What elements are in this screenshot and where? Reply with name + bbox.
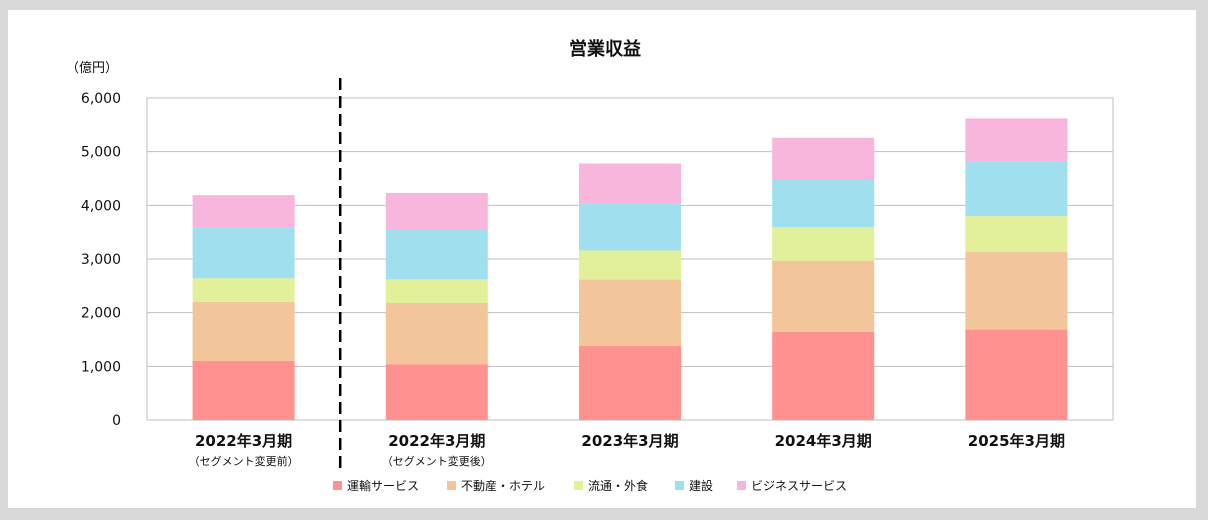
y-tick-label: 0: [112, 413, 121, 429]
bar-segment: [579, 345, 681, 420]
bar-segment: [965, 216, 1068, 253]
bar-segment: [965, 252, 1068, 330]
bar-segment: [385, 192, 488, 231]
y-tick-label: 2,000: [81, 306, 121, 322]
legend-label: ビジネスサービス: [751, 479, 847, 493]
legend-swatch: [447, 481, 456, 490]
x-tick-sublabel: （セグメント変更前）: [189, 454, 299, 468]
stacked-bar-chart: 営業収益 （億円） 0 1,000 2,000 3,000 4,000 5,000 6,00…: [66, 38, 1114, 493]
y-tick-label: 6,000: [81, 91, 121, 107]
y-tick-label: 3,000: [81, 252, 121, 268]
y-tick-label: 5,000: [81, 145, 121, 161]
legend-swatch: [675, 481, 684, 490]
bar-segment: [965, 329, 1068, 420]
x-tick-sublabel: （セグメント変更後）: [382, 454, 492, 468]
bar-segment: [772, 260, 875, 332]
bar-segment: [772, 331, 875, 420]
bar-segment: [772, 137, 875, 180]
y-tick-label: 1,000: [81, 359, 121, 375]
bar-segment: [192, 301, 295, 361]
y-axis-unit-label: （億円）: [66, 60, 118, 76]
bar-segment: [579, 203, 681, 251]
legend-label: 不動産・ホテル: [461, 478, 545, 493]
bar-segment: [965, 118, 1068, 162]
legend-swatch: [574, 481, 583, 490]
y-tick-label: 4,000: [81, 198, 121, 214]
legend-swatch: [333, 481, 342, 490]
bar-segment: [192, 227, 295, 279]
bar-segment: [579, 279, 681, 346]
chart-title: 営業収益: [569, 38, 641, 60]
bar-segment: [385, 303, 488, 365]
bar-segment: [192, 195, 295, 228]
x-tick-label: 2025年3月期: [968, 432, 1065, 450]
bar-segment: [192, 278, 295, 302]
x-tick-label: 2024年3月期: [775, 432, 872, 450]
chart-frame: 営業収益 （億円） 0 1,000 2,000 3,000 4,000 5,000 6,00…: [8, 10, 1196, 508]
bar-segment: [192, 360, 295, 420]
bar-segment: [772, 179, 875, 228]
legend: 運輸サービス 不動産・ホテル 流通・外食 建設 ビジネスサービス: [333, 478, 847, 493]
plot-area: 0 1,000 2,000 3,000 4,000 5,000 6,000 2022年3月期 （…: [81, 78, 1114, 474]
legend-label: 運輸サービス: [347, 478, 419, 493]
bar-segment: [579, 250, 681, 280]
x-tick-label: 2022年3月期: [388, 432, 485, 450]
bar-segment: [385, 364, 488, 420]
x-tick-label: 2023年3月期: [581, 432, 678, 450]
bar-segment: [579, 163, 681, 204]
legend-label: 建設: [689, 478, 713, 493]
legend-swatch: [737, 481, 746, 490]
bar-segment: [385, 230, 488, 280]
bar-segment: [385, 279, 488, 304]
legend-label: 流通・外食: [588, 478, 648, 493]
bar-segment: [965, 161, 1068, 217]
x-tick-label: 2022年3月期: [195, 432, 292, 450]
bar-segment: [772, 227, 875, 261]
